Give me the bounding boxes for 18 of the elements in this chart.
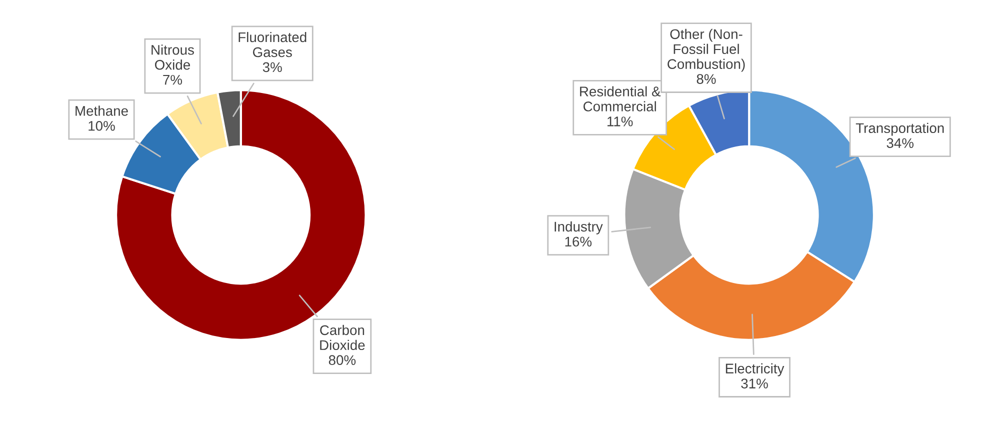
data-label: 11%	[608, 116, 633, 126]
slice-label: Carbon Dioxide	[320, 324, 365, 350]
slice-label: Fluorinated Gases	[238, 32, 306, 58]
data-label: 31%	[741, 378, 768, 388]
slice-label: Other (Non- Fossil Fuel Combustion)	[668, 28, 745, 72]
slice-label: Transportation	[856, 122, 944, 136]
data-label: 34%	[886, 138, 914, 148]
data-label: 8%	[696, 74, 716, 84]
data-label: 10%	[88, 120, 115, 131]
slice-label: Methane	[76, 106, 128, 116]
slice-label: Residential & Commercial	[580, 86, 661, 112]
slice-label: Industry	[554, 221, 603, 234]
data-label: 3%	[262, 62, 282, 72]
data-label: 7%	[163, 74, 182, 85]
data-label: 16%	[565, 236, 592, 247]
data-label: 80%	[328, 355, 356, 366]
slice-label: Electricity	[726, 363, 784, 376]
slice-label: Nitrous Oxide	[152, 44, 194, 70]
